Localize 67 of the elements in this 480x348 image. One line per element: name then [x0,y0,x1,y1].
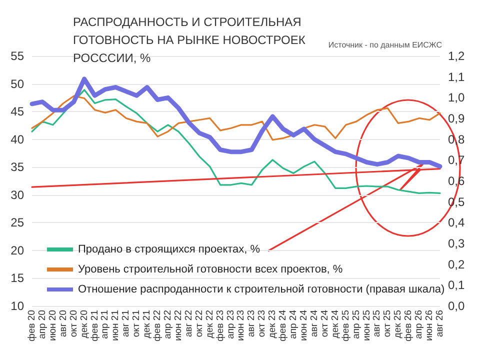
line-series [30,76,442,169]
text: Источник - по данным ЕИСЖС [328,40,442,50]
x-tick-label: авг 24 [308,310,320,338]
x-tick-label: июн 23 [236,310,247,341]
x-tick-label: июн 20 [47,310,58,341]
y-tick-label: 55 [10,49,24,63]
x-tick-label: апр 24 [288,310,300,339]
x-tick-label: дек 24 [330,310,341,338]
y2-tick-label: 1,2 [448,49,466,63]
x-tick-label: июн 24 [298,310,310,341]
x-tick-label: июн 22 [172,310,184,341]
x-tick-label: авг 21 [120,310,132,338]
legend-label: Отношение распроданности к строительной готовности (правая шкала) [78,284,445,296]
y-tick-label: 30 [10,188,24,202]
y2-tick-label: 1,0 [448,90,466,105]
legend-label: Уровень строительной готовности всех проектов, % [78,264,343,276]
x-tick-label: дек 22 [204,310,216,338]
x-tick-label: окт 23 [256,310,268,338]
x-tick-label: окт 20 [68,310,80,338]
x-tick-label: июн 26 [424,310,436,341]
line-series [31,95,441,141]
x-tick-label: авг 25 [372,310,383,338]
y-tick-label: 15 [10,271,24,286]
x-tick-label: авг 22 [183,310,194,338]
y2-tick-label: 1,1 [448,70,466,84]
y-tick-label: 35 [10,160,24,174]
x-tick-label: апр 20 [36,310,48,339]
line-series [31,89,441,194]
x-tick-label: фев 21 [89,310,100,342]
y2-tick-label: 0,3 [448,236,466,250]
x-tick-label: фев 22 [152,310,164,342]
x-tick-label: апр 21 [100,310,111,339]
x-tick-label: июн 25 [361,310,372,341]
y2-tick-label: 0,2 [448,257,466,272]
x-tick-label: фев 26 [403,310,414,342]
chart-title: РАСПРОДАННОСТЬ И СТРОИТЕЛЬНАЯ ГОТОВНОСТЬ НА РЫНКЕ НОВОСТРОЕК РОСССИИ, % [73,15,309,65]
x-tick-label: июн 21 [110,310,122,341]
y-tick-label: 20 [10,243,24,258]
x-tick-label: окт 25 [382,310,394,338]
x-tick-label: окт 22 [194,310,205,338]
y-tick-label: 40 [10,132,24,146]
x-tick-label: авг 20 [58,310,69,338]
x-tick-label: дек 25 [392,310,404,338]
x-tick-label: авг 23 [246,310,258,338]
x-tick-label: фев 25 [340,310,352,342]
y-tick-label: 25 [10,216,24,230]
x-tick-label: фев 20 [26,310,38,342]
x-tick-label: апр 22 [162,310,174,339]
y2-tick-label: 0,0 [448,299,466,313]
x-tick-label: дек 23 [267,310,278,338]
y2-tick-label: 0,9 [448,112,466,126]
x-tick-label: апр 26 [414,310,425,339]
x-tick-label: фев 23 [214,310,226,342]
x-tick-label: фев 24 [278,310,289,342]
y-tick-label: 10 [10,299,24,313]
x-tick-label: авг 26 [434,310,446,338]
x-tick-label: дек 21 [142,310,153,338]
x-tick-label: апр 25 [350,310,362,339]
y-tick-label: 45 [10,104,24,119]
y2-tick-label: 0,1 [448,278,466,292]
x-tick-label: окт 21 [131,310,142,338]
x-tick-label: дек 20 [78,310,90,338]
y2-tick-label: 0,4 [448,216,466,230]
y-tick-label: 50 [10,76,24,91]
x-tick-label: окт 24 [319,310,330,338]
legend-label: Продано в строящихся проектах, % [78,244,260,256]
x-tick-label: апр 23 [225,310,236,339]
